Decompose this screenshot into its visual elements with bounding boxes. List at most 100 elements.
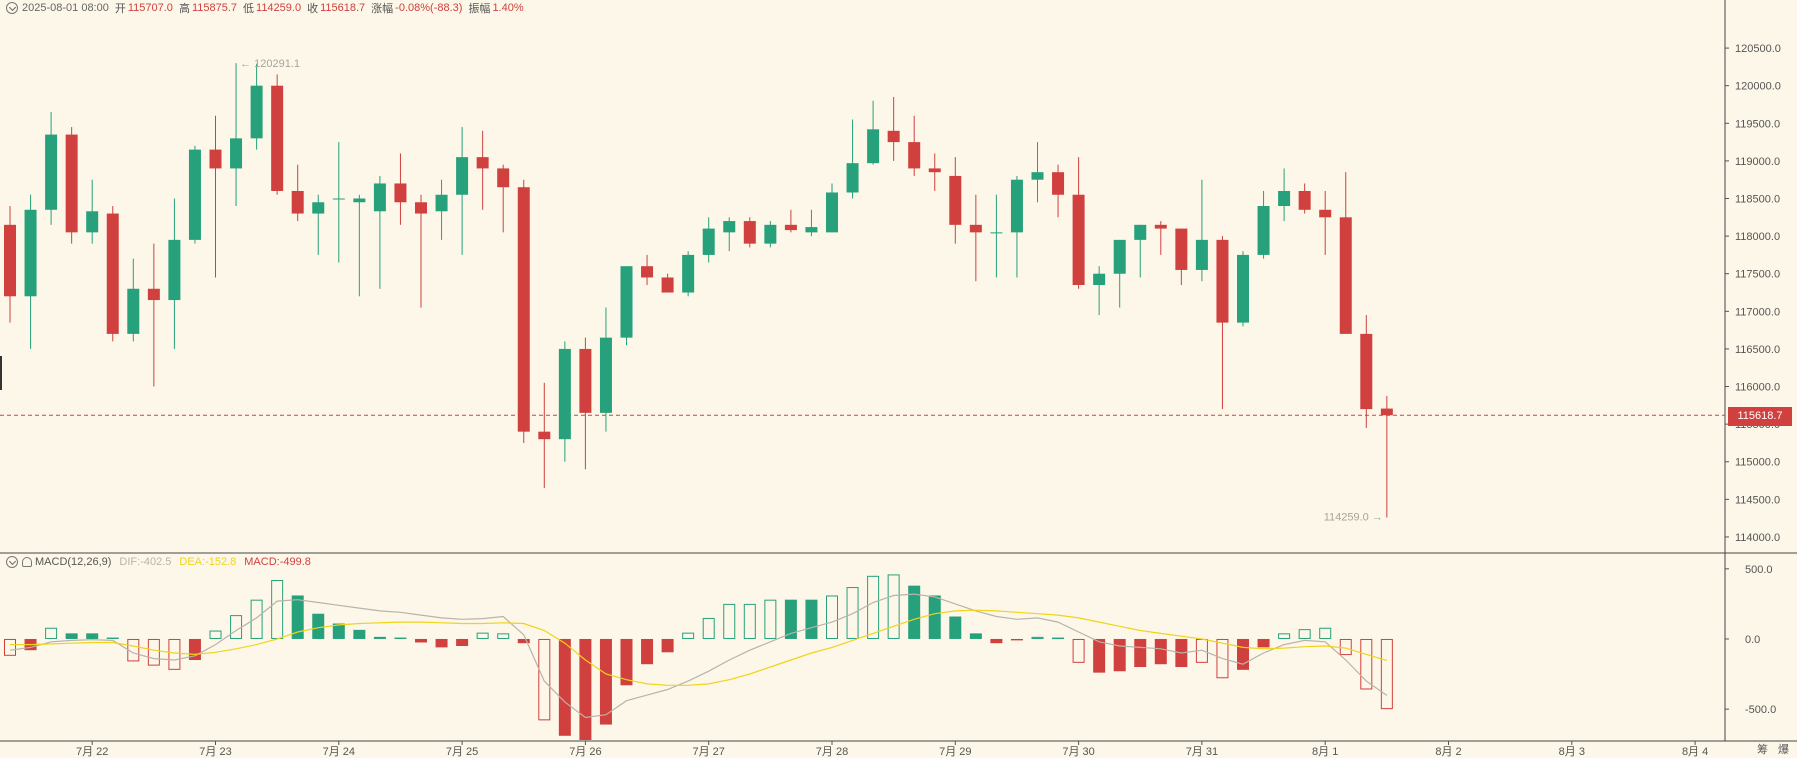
macd-bar bbox=[1154, 638, 1167, 665]
price-tick-label: 115000.0 bbox=[1735, 457, 1780, 469]
close-value: 115618.7 bbox=[320, 2, 366, 14]
macd-bar bbox=[1339, 638, 1352, 656]
time-tick-label: 7月 29 bbox=[939, 746, 971, 758]
candle-body bbox=[826, 192, 838, 233]
time-tick-label: 7月 28 bbox=[816, 746, 848, 758]
macd-tick-label: 500.0 bbox=[1745, 564, 1773, 576]
macd-bar bbox=[415, 638, 427, 643]
macd-bar bbox=[1216, 638, 1229, 679]
candle-body bbox=[579, 348, 592, 413]
time-tick-label: 7月 23 bbox=[199, 746, 231, 758]
candle-body bbox=[538, 431, 551, 440]
macd-bar bbox=[1257, 638, 1270, 648]
scale-control-left[interactable]: 筹 bbox=[1757, 744, 1768, 756]
candle-body bbox=[456, 157, 469, 195]
candle-body bbox=[271, 85, 284, 191]
candle-body bbox=[517, 187, 530, 432]
current-price-tag: 115618.7 bbox=[1728, 407, 1792, 426]
macd-bar bbox=[641, 638, 654, 665]
candle-body bbox=[969, 224, 982, 233]
candle-body bbox=[1093, 273, 1106, 285]
left-edge-marker bbox=[0, 356, 2, 390]
candle-body bbox=[1175, 228, 1188, 270]
candle-body bbox=[1195, 239, 1208, 270]
macd-bar bbox=[250, 599, 263, 639]
macd-bar bbox=[332, 623, 345, 639]
candle-body bbox=[1278, 190, 1291, 207]
macd-bar bbox=[1134, 638, 1147, 668]
candle-body bbox=[373, 183, 386, 212]
time-tick-label: 8月 4 bbox=[1682, 746, 1708, 758]
candle-body bbox=[928, 168, 941, 173]
macd-bar bbox=[1072, 638, 1085, 663]
candle-body bbox=[415, 202, 427, 214]
candle-body bbox=[1237, 254, 1249, 323]
candle-body bbox=[558, 348, 571, 440]
macd-bar bbox=[702, 617, 715, 639]
candle-body bbox=[65, 134, 78, 233]
macd-bar bbox=[1278, 633, 1291, 639]
macd-value: MACD:-499.8 bbox=[244, 556, 311, 568]
price-tick-label: 120500.0 bbox=[1735, 43, 1781, 55]
macd-bar bbox=[517, 638, 530, 644]
macd-bar bbox=[312, 613, 325, 639]
macd-bar bbox=[4, 638, 16, 656]
candle-body bbox=[4, 224, 16, 297]
candle-body bbox=[805, 227, 818, 233]
macd-header: MACD(12,26,9) DIF:-402.5 DEA:-152.8 MACD… bbox=[6, 554, 311, 570]
price-tick-label: 116500.0 bbox=[1735, 344, 1780, 356]
candle-body bbox=[949, 175, 962, 225]
macd-bar bbox=[353, 629, 366, 639]
macd-collapse-icon[interactable] bbox=[6, 556, 18, 568]
candle-body bbox=[702, 228, 715, 255]
low-value: 114259.0 bbox=[256, 2, 302, 14]
macd-bar bbox=[990, 638, 1003, 644]
open-label: 开 bbox=[114, 3, 126, 15]
candle-body bbox=[599, 337, 612, 413]
macd-bar bbox=[147, 638, 160, 666]
time-tick-label: 7月 24 bbox=[323, 746, 355, 758]
macd-bar bbox=[168, 638, 181, 670]
candle-body bbox=[250, 85, 263, 139]
macd-bar bbox=[764, 599, 777, 639]
macd-tick-label: 0.0 bbox=[1745, 634, 1760, 646]
macd-bar bbox=[846, 587, 859, 639]
macd-bar bbox=[497, 633, 510, 639]
alert-bell-icon[interactable] bbox=[22, 557, 32, 567]
close-label: 收 bbox=[307, 3, 319, 15]
macd-bar bbox=[106, 637, 119, 639]
macd-bar bbox=[743, 603, 756, 639]
candles-group bbox=[4, 63, 1393, 518]
scale-control-right[interactable]: 爆 bbox=[1778, 744, 1789, 756]
candle-body bbox=[1360, 333, 1373, 410]
candle-body bbox=[106, 213, 119, 334]
candle-body bbox=[86, 211, 99, 233]
price-tick-label: 120000.0 bbox=[1735, 81, 1781, 93]
candle-body bbox=[661, 277, 674, 293]
macd-bar bbox=[928, 595, 941, 639]
candle-body bbox=[476, 157, 489, 169]
candle-body bbox=[312, 202, 325, 214]
macd-bar bbox=[86, 633, 99, 639]
macd-bar bbox=[661, 638, 674, 653]
change-value: -0.08%(-88.3) bbox=[395, 2, 463, 14]
candle-body bbox=[209, 149, 222, 169]
time-tick-label: 7月 30 bbox=[1062, 746, 1094, 758]
macd-bar bbox=[1052, 637, 1065, 640]
macd-bar bbox=[65, 633, 78, 639]
candle-body bbox=[764, 224, 777, 244]
time-tick-label: 8月 3 bbox=[1559, 746, 1585, 758]
macd-bar bbox=[826, 595, 838, 639]
amplitude-label: 振幅 bbox=[468, 3, 491, 15]
high-label: 高 bbox=[178, 3, 190, 15]
macd-bar bbox=[476, 632, 489, 639]
candle-body bbox=[230, 138, 243, 169]
candle-body bbox=[435, 194, 448, 212]
collapse-toggle-icon[interactable] bbox=[6, 2, 18, 14]
candle-body bbox=[168, 239, 181, 301]
high-value: 115875.7 bbox=[191, 2, 238, 14]
macd-bar bbox=[969, 633, 982, 639]
candle-body bbox=[1010, 179, 1023, 233]
